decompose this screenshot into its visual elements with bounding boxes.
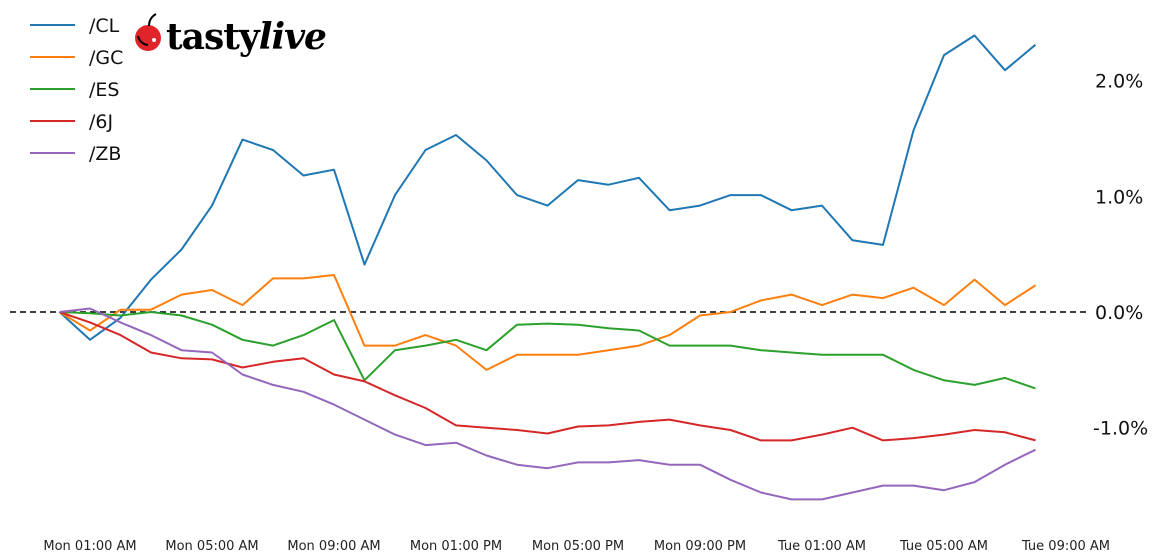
legend-label: /ES — [89, 79, 119, 101]
y-tick-label: 2.0% — [1095, 71, 1143, 93]
x-tick-label: Tue 05:00 AM — [899, 539, 988, 554]
svg-text:tastylive: tastylive — [166, 16, 326, 58]
tastylive-logo: tastylive — [135, 13, 327, 58]
series-line-zb — [59, 307, 1036, 501]
legend-label: /ZB — [89, 143, 121, 165]
legend-label: /6J — [89, 111, 113, 133]
y-tick-label: 0.0% — [1095, 302, 1143, 324]
y-axis-ticks: 2.0% 1.0% 0.0% -1.0% — [1093, 71, 1148, 440]
series-line-6j — [59, 311, 1036, 442]
x-tick-label: Mon 05:00 PM — [532, 539, 624, 554]
series-line-cl — [58, 34, 1037, 341]
legend-label: /GC — [89, 47, 123, 69]
x-tick-label: Mon 01:00 PM — [410, 539, 502, 554]
y-tick-label: -1.0% — [1093, 418, 1148, 440]
logo-text-tasty: tasty — [166, 16, 261, 58]
y-tick-label: 1.0% — [1095, 186, 1143, 208]
x-tick-label: Tue 09:00 AM — [1021, 539, 1110, 554]
logo-text-live: live — [259, 16, 326, 58]
legend-label: /CL — [89, 15, 120, 37]
x-tick-label: Mon 09:00 PM — [654, 539, 746, 554]
x-axis-ticks: Mon 01:00 AM Mon 05:00 AM Mon 09:00 AM Mon … — [43, 539, 1110, 554]
x-tick-label: Mon 01:00 AM — [43, 539, 136, 554]
x-tick-label: Tue 01:00 AM — [777, 539, 866, 554]
x-tick-label: Mon 09:00 AM — [287, 539, 380, 554]
series-line-gc — [58, 274, 1037, 371]
x-tick-label: Mon 05:00 AM — [165, 539, 258, 554]
series-layer — [58, 34, 1037, 501]
legend: /CL/GC/ES/6J/ZB — [30, 15, 123, 165]
series-line-es — [59, 311, 1036, 390]
cherry-icon — [135, 13, 161, 51]
